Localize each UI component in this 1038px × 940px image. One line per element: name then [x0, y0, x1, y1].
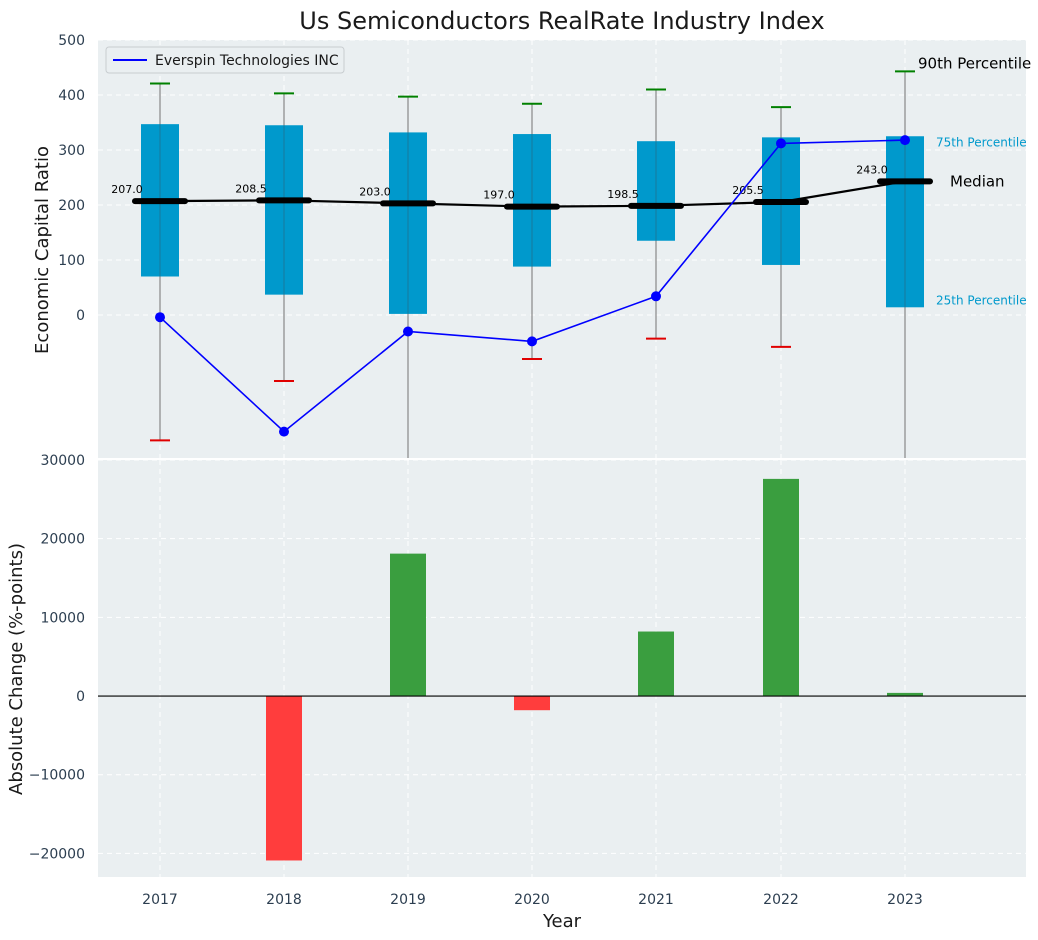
change-bar	[763, 478, 799, 697]
top-y-tick-label: 200	[58, 198, 85, 214]
bottom-y-tick-label: −20000	[29, 846, 85, 862]
top-marks: 207.0 208.5 203.0 197.0 198.5 205.5 243.0 90th …	[111, 54, 1031, 458]
change-bar	[390, 553, 426, 697]
median-label: 207.0	[111, 183, 143, 196]
median-label: 203.0	[359, 185, 391, 198]
bottom-y-tick-label: 20000	[40, 532, 85, 548]
x-tick-label: 2019	[390, 892, 426, 908]
x-tick-label: 2020	[514, 892, 550, 908]
x-axis-label: Year	[542, 911, 582, 932]
bottom-y-tick-label: 30000	[40, 453, 85, 469]
p90-annotation: 90th Percentile	[918, 54, 1031, 72]
median-label: 198.5	[607, 188, 639, 201]
company-point	[776, 138, 786, 149]
change-bar	[638, 631, 674, 697]
company-point	[403, 326, 413, 337]
median-label: 208.5	[235, 182, 267, 195]
median-annotation: Median	[950, 172, 1005, 190]
bottom-y-axis-label: Absolute Change (%-points)	[6, 543, 27, 795]
x-tick-label: 2022	[763, 892, 799, 908]
top-y-tick-label: 500	[58, 33, 85, 49]
bottom-marks	[98, 478, 1026, 861]
top-y-tick-label: 400	[58, 88, 85, 104]
company-point	[651, 291, 661, 302]
bottom-y-tick-label: −10000	[29, 768, 85, 784]
axis-ticks: 500 400 300 200 100 0 30000 20000 10000 0 −10000 −2…	[29, 33, 923, 908]
change-bar	[887, 692, 923, 697]
top-y-tick-label: 100	[58, 253, 85, 269]
median-label: 205.5	[732, 184, 764, 197]
top-y-tick-label: 0	[76, 308, 85, 324]
p75-annotation: 75th Percentile	[936, 135, 1027, 149]
p25-annotation: 25th Percentile	[936, 293, 1027, 307]
median-label: 197.0	[483, 189, 515, 202]
legend: Everspin Technologies INC	[105, 46, 345, 74]
legend-box	[105, 46, 345, 74]
company-point	[527, 336, 537, 347]
company-point	[279, 426, 289, 437]
top-plot-area	[98, 40, 1026, 458]
bottom-plot-area	[98, 460, 1026, 877]
median-label: 243.0	[856, 163, 888, 176]
chart-title: Us Semiconductors RealRate Industry Inde…	[299, 7, 824, 35]
bottom-y-tick-label: 10000	[40, 610, 85, 626]
bottom-y-tick-label: 0	[76, 689, 85, 705]
company-point	[900, 135, 910, 146]
x-tick-label: 2023	[887, 892, 923, 908]
x-tick-label: 2021	[638, 892, 674, 908]
top-y-tick-label: 300	[58, 143, 85, 159]
legend-label-company: Everspin Technologies INC	[155, 53, 339, 69]
top-y-axis-label: Economic Capital Ratio	[32, 146, 53, 354]
change-bar	[514, 696, 550, 711]
company-point	[155, 312, 165, 323]
x-tick-label: 2017	[142, 892, 178, 908]
x-tick-label: 2018	[266, 892, 302, 908]
change-bar	[266, 696, 302, 861]
